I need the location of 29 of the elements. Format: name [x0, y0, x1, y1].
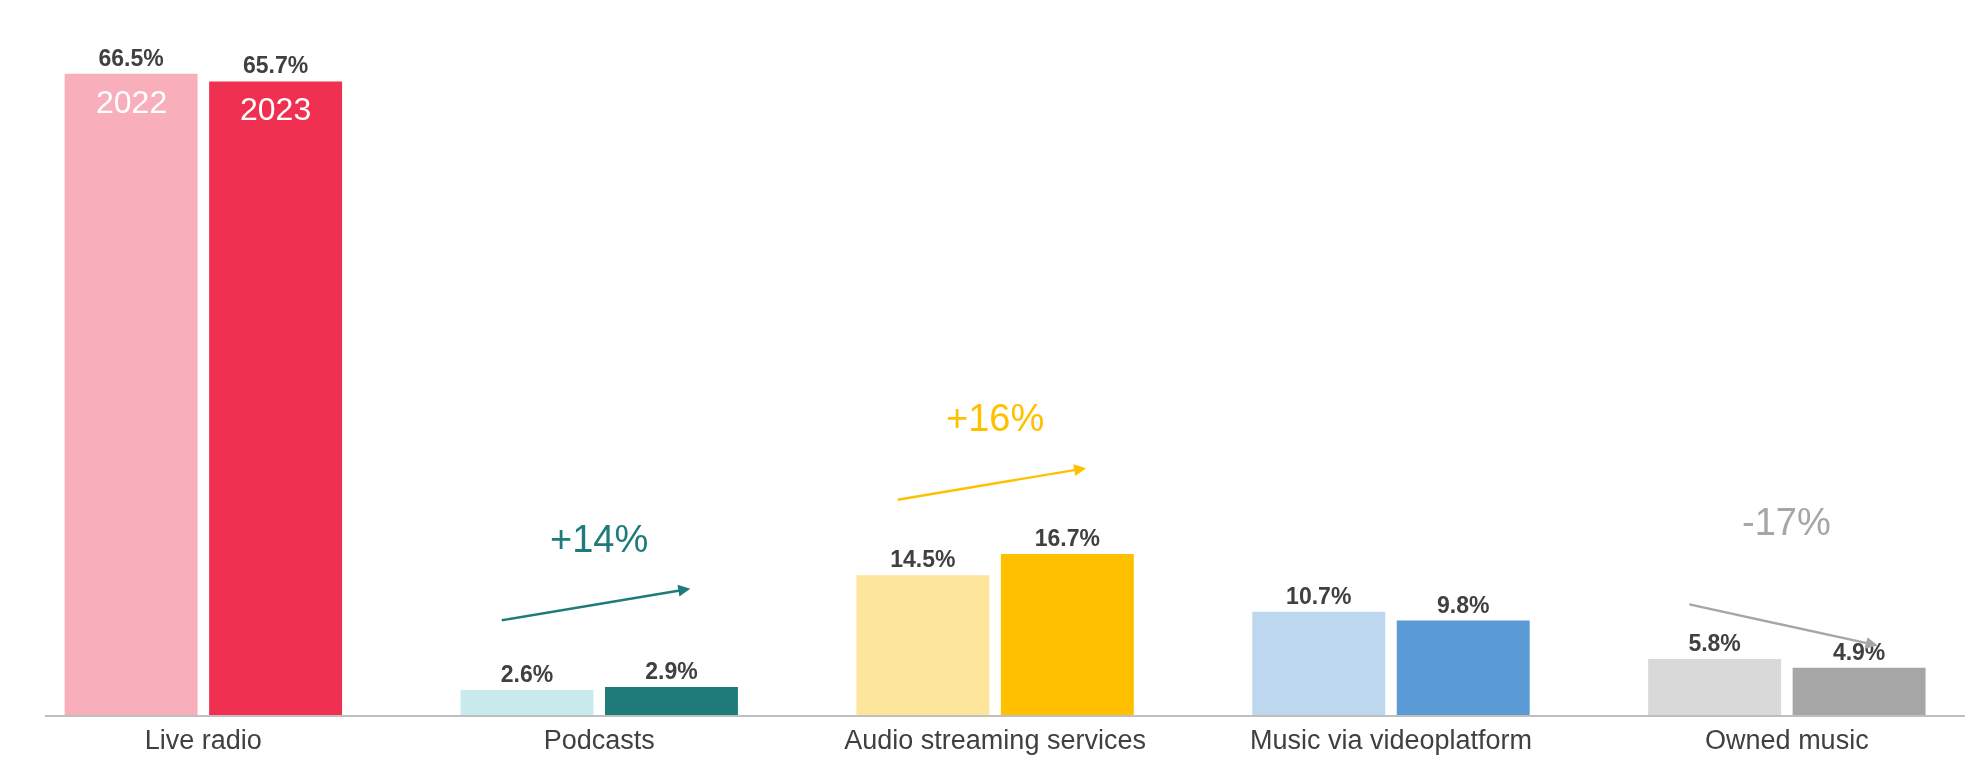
- series-label: 2023: [240, 91, 312, 127]
- bar: [1000, 553, 1134, 715]
- data-label: 66.5%: [98, 44, 164, 71]
- bar: [605, 687, 738, 715]
- series-label: 2022: [96, 84, 168, 120]
- x-tick-label: Owned music: [1705, 724, 1869, 755]
- data-label: 5.8%: [1688, 630, 1741, 657]
- bar: [1648, 659, 1782, 715]
- x-tick-label: Podcasts: [543, 724, 655, 755]
- bar: [460, 689, 594, 715]
- bar: [209, 81, 343, 715]
- data-label: 65.7%: [242, 52, 309, 79]
- bar: [1792, 667, 1926, 715]
- x-tick-label: Music via videoplatform: [1249, 724, 1533, 755]
- bar: [856, 575, 990, 715]
- data-label: 2.6%: [500, 660, 554, 687]
- data-label: 10.7%: [1286, 582, 1352, 609]
- x-tick-label: Live radio: [144, 724, 262, 755]
- bar: [64, 73, 198, 715]
- annotation: +16%: [946, 397, 1045, 439]
- bar: [1396, 620, 1530, 715]
- bar: [1252, 611, 1386, 715]
- data-label: 16.7%: [1034, 524, 1100, 551]
- data-label: 14.5%: [890, 546, 956, 573]
- annotation: -17%: [1742, 501, 1831, 543]
- data-label: 2.9%: [645, 658, 698, 685]
- annotation: +14%: [550, 518, 649, 560]
- data-label: 9.8%: [1437, 591, 1490, 618]
- x-tick-label: Audio streaming services: [844, 724, 1146, 755]
